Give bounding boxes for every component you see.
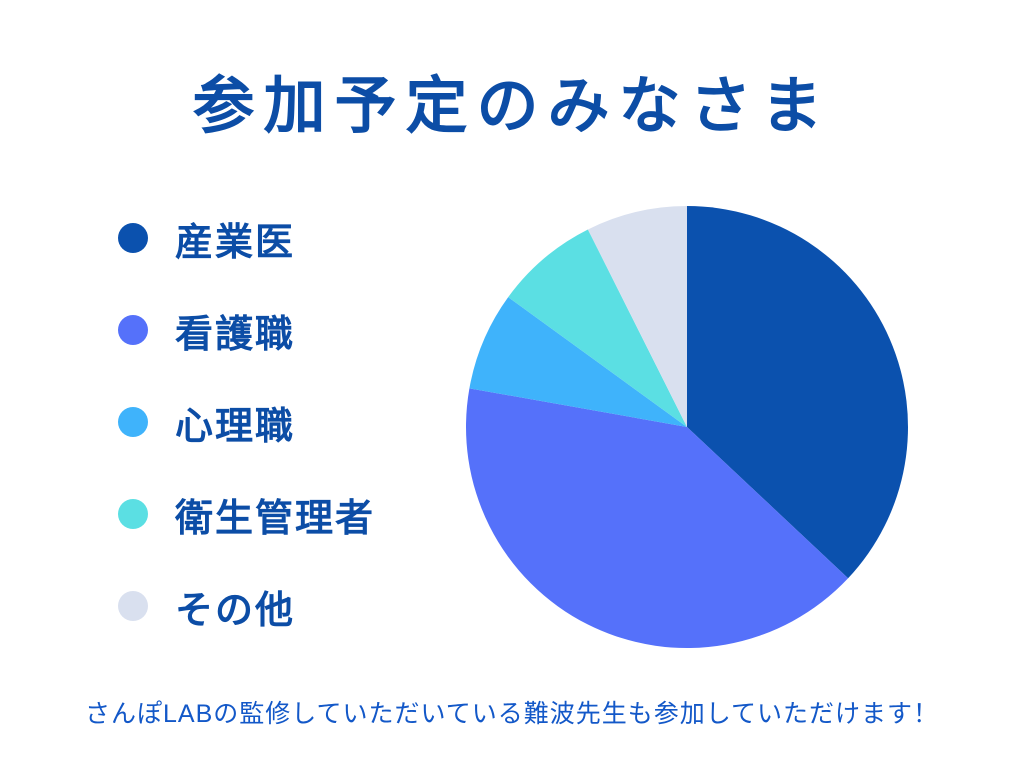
legend-swatch-icon [118,407,148,437]
legend-item-2: 看護職 [118,284,375,376]
legend-item-1: 産業医 [118,192,375,284]
legend-swatch-icon [118,315,148,345]
pie-chart [466,206,908,648]
chart-legend: 産業医看護職心理職衛生管理者その他 [118,192,375,652]
pie-slice-5-その他 [587,206,687,427]
pie-chart-svg [466,206,908,648]
footnote: さんぽLABの監修していただいている難波先生も参加していただけます！ [84,700,939,728]
legend-swatch-icon [118,591,148,621]
legend-item-4: 衛生管理者 [118,468,375,560]
legend-label: 衛生管理者 [175,497,376,540]
legend-label: 看護職 [175,313,296,356]
pie-slice-4-衛生管理者 [508,229,687,427]
legend-swatch-icon [118,499,148,529]
pie-slice-2-看護職 [466,388,849,648]
legend-label: その他 [175,589,296,632]
legend-label: 産業医 [175,221,296,264]
legend-item-5: その他 [118,560,375,652]
legend-swatch-icon [118,223,148,253]
legend-label: 心理職 [175,405,296,448]
slide-title: 参加予定のみなさま [192,72,832,141]
pie-slice-1-産業医 [687,206,908,579]
pie-slice-3-心理職 [469,297,687,427]
legend-item-3: 心理職 [118,376,375,468]
